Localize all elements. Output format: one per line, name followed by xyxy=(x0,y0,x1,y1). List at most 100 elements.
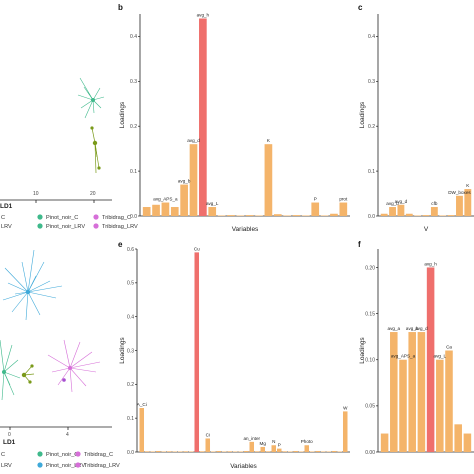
bar-label-f: avg_d xyxy=(415,326,428,331)
bar-c-c08 xyxy=(439,215,447,216)
y-tick-label-f: 0.05 xyxy=(365,404,375,410)
cluster-tribidrag-c xyxy=(90,126,101,174)
bar-e-e20 xyxy=(238,451,244,452)
y-label-c: Loadings xyxy=(359,101,366,128)
bar-f-Ca xyxy=(445,350,453,452)
bar-e-e33 xyxy=(309,451,315,452)
legend-bottom-pinot-lrv: Pinot_noir_LRV xyxy=(46,463,85,469)
cluster-tribidrag-c-bottom xyxy=(21,364,35,384)
y-tick-label-e: 0.4 xyxy=(127,314,134,320)
bar-e-an_inter xyxy=(249,441,255,452)
lda-top-legend: C Pinot_noir_C Tribidrag_C LRV Pinot_noi… xyxy=(1,214,138,230)
bar-e-A_Ci xyxy=(139,408,145,452)
bar-label-b: avg_APS_a xyxy=(153,197,178,202)
bar-e-e10 xyxy=(188,451,194,452)
y-tick-label-b: 0.2 xyxy=(130,124,137,130)
bar-b-b18 xyxy=(302,215,310,216)
bar-e-e09 xyxy=(183,451,189,452)
legend-bottom-pinot-lrv-swatch xyxy=(37,462,43,468)
bar-label-f: avg_APS_a xyxy=(391,354,416,359)
bar-b-b11 xyxy=(236,215,245,216)
bar-f-avg_a xyxy=(390,332,398,452)
lda-bottom-xlabel: LD1 xyxy=(3,439,16,446)
y-tick-label-c: 0.1 xyxy=(368,169,375,175)
bar-f-avg_APS_a xyxy=(399,359,407,452)
y-tick-label-b: 0.4 xyxy=(130,34,137,40)
bar-c-c09 xyxy=(447,215,455,216)
bar-e-e34 xyxy=(315,450,321,452)
bar-label-e: Photo xyxy=(301,439,313,444)
bar-b-b02 xyxy=(152,204,160,216)
bar-label-f: avg_h xyxy=(424,261,437,266)
lda-top-tick-label-20: 20 xyxy=(90,191,96,197)
bar-e-e23 xyxy=(254,451,260,452)
bar-e-e28 xyxy=(282,451,288,452)
bar-f-f09 xyxy=(454,424,462,452)
y-tick-label-e: 0.1 xyxy=(127,416,134,422)
panel-letter-b: b xyxy=(118,3,123,12)
bar-c-c05 xyxy=(414,215,422,216)
bar-b-b20 xyxy=(320,215,329,216)
bar-c-DW_boxes xyxy=(456,195,463,216)
bar-b-avg_L xyxy=(208,207,217,216)
bar-e-e14 xyxy=(210,451,216,452)
bar-b-avg_APS_a xyxy=(161,202,170,216)
bar-b-b17 xyxy=(292,215,301,216)
bar-e-e25 xyxy=(265,451,271,452)
lda-bottom-tick-label-4: 4 xyxy=(66,432,69,438)
x-label-e: Variables xyxy=(230,463,257,470)
y-label-b: Loadings xyxy=(119,101,126,128)
bar-b-b12 xyxy=(245,215,254,216)
legend-top-pinot-lrv-swatch xyxy=(37,223,43,229)
y-tick-label-b: 0.1 xyxy=(130,169,137,175)
bar-label-f: avg_L xyxy=(434,354,447,359)
bar-b-P xyxy=(311,202,320,216)
legend-bottom-tribidrag-lrv: Tribidrag_LRV xyxy=(84,463,120,469)
legend-top-pinot-c-swatch xyxy=(37,214,43,220)
loadings-chart-b: 0.0 0.1 0.2 0.3 0.4 Loadings Variables avg_APS_… xyxy=(119,12,350,233)
bar-label-e: an_inter xyxy=(243,436,260,441)
lda-scatter-top: 10 20 LD1 C Pinot_noir_C Tribidrag_C xyxy=(0,77,138,230)
bar-e-e18 xyxy=(227,451,233,452)
y-tick-label-f: 0.10 xyxy=(365,358,375,364)
bar-label-f: avg_a xyxy=(388,326,401,331)
bar-e-e02 xyxy=(144,451,150,452)
bar-b-b09 xyxy=(217,215,226,216)
bar-e-e30 xyxy=(293,450,299,452)
bar-e-e21 xyxy=(243,450,249,452)
bar-c-c04 xyxy=(405,213,413,216)
legend-top-c: C xyxy=(1,215,5,221)
bar-e-e19 xyxy=(232,451,238,452)
bar-b-prot xyxy=(339,202,348,216)
bar-c-K xyxy=(464,189,472,216)
bar-b-avg_d xyxy=(189,144,198,216)
bar-label-e: A_Ci xyxy=(137,402,147,407)
bar-label-e: N xyxy=(272,439,275,444)
bar-label-e: Ci xyxy=(206,432,210,437)
lda-bottom-tick-label-0: 0 xyxy=(8,432,11,438)
lda-scatter-bottom: 0 4 LD1 xyxy=(0,249,120,469)
y-tick-label-f: 0.15 xyxy=(365,311,375,317)
bar-label-e: Mg xyxy=(260,441,267,446)
bar-b-b15 xyxy=(273,214,282,216)
bar-c-avg_d xyxy=(397,204,405,216)
y-tick-label-e: 0.2 xyxy=(127,382,134,388)
bar-b-avg_h xyxy=(199,18,207,216)
bar-c-c06 xyxy=(422,215,430,216)
legend-top-lrv: LRV xyxy=(1,224,12,230)
panel-letter-f: f xyxy=(358,240,361,249)
y-label-e: Loadings xyxy=(119,337,126,364)
bar-b-b16 xyxy=(283,215,291,216)
bar-e-e16 xyxy=(216,450,222,452)
bar-e-e08 xyxy=(177,451,183,452)
cluster-tribidrag-lrv xyxy=(47,339,101,393)
legend-top-pinot-lrv: Pinot_noir_LRV xyxy=(46,224,85,230)
x-label-b: Variables xyxy=(232,226,259,233)
bar-e-e29 xyxy=(287,451,293,452)
bar-e-Photo xyxy=(304,445,310,452)
bar-e-e03 xyxy=(150,451,156,452)
bar-f-avg_L xyxy=(436,359,444,452)
y-tick-label-b: 0.3 xyxy=(130,79,137,85)
legend-top-tribidrag-lrv: Tribidrag_LRV xyxy=(102,224,138,230)
legend-bottom-tribidrag-c-swatch xyxy=(75,451,81,457)
